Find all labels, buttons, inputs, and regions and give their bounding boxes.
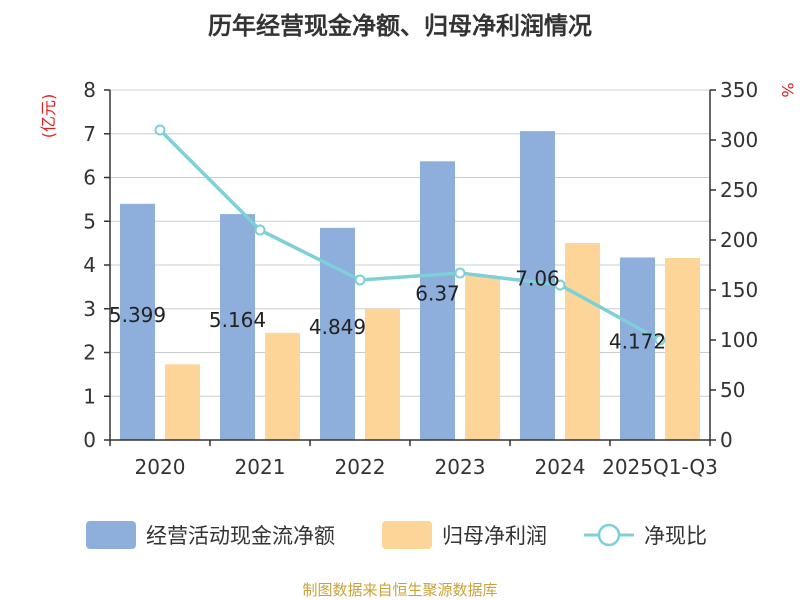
y-left-tick-label: 3 — [83, 297, 96, 321]
y-left-tick-label: 1 — [83, 384, 96, 408]
legend-swatch — [382, 521, 432, 549]
y-left-tick-label: 7 — [83, 122, 96, 146]
data-label: 4.172 — [609, 330, 666, 354]
y-left-tick-label: 4 — [83, 253, 96, 277]
x-tick-label: 2025Q1-Q3 — [602, 455, 718, 479]
grid-lines — [110, 89, 710, 397]
ratio-line — [158, 128, 661, 342]
y-right-tick-label: 150 — [720, 278, 758, 302]
x-tick-label: 2024 — [535, 455, 586, 479]
y-left-tick-label: 5 — [83, 209, 96, 233]
ratio-point — [554, 279, 566, 291]
ratio-point — [654, 334, 666, 346]
x-tick-label: 2022 — [335, 455, 386, 479]
legend-marker — [597, 523, 621, 547]
bar-net-profit — [465, 275, 500, 440]
ratio-line-layer — [154, 124, 666, 346]
axes-layer: 0 1 2 3 4 5 6 7 8 0 50 100 150 200 250 300 350 2020 2021 20… — [83, 78, 758, 479]
legend-swatch — [86, 521, 136, 549]
y-left-unit: (亿元) — [39, 94, 58, 139]
ratio-point — [454, 267, 466, 279]
legend: 经营活动现金流净额 归母净利润 净现比 — [86, 521, 707, 549]
chart-title: 历年经营现金净额、归母净利润情况 — [208, 12, 592, 40]
data-label: 7.06 — [515, 267, 560, 291]
data-labels-layer: 5.399 5.164 4.849 6.37 7.06 4.172 — [109, 267, 666, 354]
bar-cash-flow — [220, 214, 255, 440]
y-right-tick-label: 200 — [720, 228, 758, 252]
ratio-point — [154, 124, 166, 136]
y-right-tick-label: 250 — [720, 178, 758, 202]
source-note: 制图数据来自恒生聚源数据库 — [302, 581, 497, 599]
y-right-tick-label: 0 — [720, 428, 733, 452]
bar-net-profit — [565, 243, 600, 440]
ratio-point — [254, 224, 266, 236]
x-tick-label: 2023 — [435, 455, 486, 479]
bar-net-profit — [665, 258, 700, 440]
y-right-unit: % — [778, 82, 797, 97]
bar-cash-flow — [420, 161, 455, 440]
y-left-tick-label: 8 — [83, 78, 96, 102]
y-left-tick-label: 6 — [83, 166, 96, 190]
bars-layer — [120, 131, 700, 440]
data-label: 5.164 — [209, 308, 266, 332]
y-right-tick-label: 100 — [720, 328, 758, 352]
data-label: 6.37 — [415, 282, 460, 306]
y-right-tick-label: 50 — [720, 378, 745, 402]
x-tick-label: 2020 — [135, 455, 186, 479]
ratio-point — [354, 274, 366, 286]
bar-net-profit — [365, 308, 400, 440]
x-tick-label: 2021 — [235, 455, 286, 479]
bar-cash-flow — [620, 257, 655, 440]
data-label: 5.399 — [109, 303, 166, 327]
data-label: 4.849 — [309, 315, 366, 339]
bar-net-profit — [165, 364, 200, 440]
bar-cash-flow — [120, 203, 155, 440]
legend-label: 经营活动现金流净额 — [146, 524, 335, 548]
bar-net-profit — [265, 332, 300, 440]
y-right-tick-label: 350 — [720, 78, 758, 102]
bar-cash-flow — [520, 131, 555, 440]
y-right-tick-label: 300 — [720, 128, 758, 152]
legend-label: 净现比 — [644, 524, 707, 548]
y-left-tick-label: 0 — [83, 428, 96, 452]
y-left-tick-label: 2 — [83, 341, 96, 365]
legend-label: 归母净利润 — [442, 524, 547, 548]
